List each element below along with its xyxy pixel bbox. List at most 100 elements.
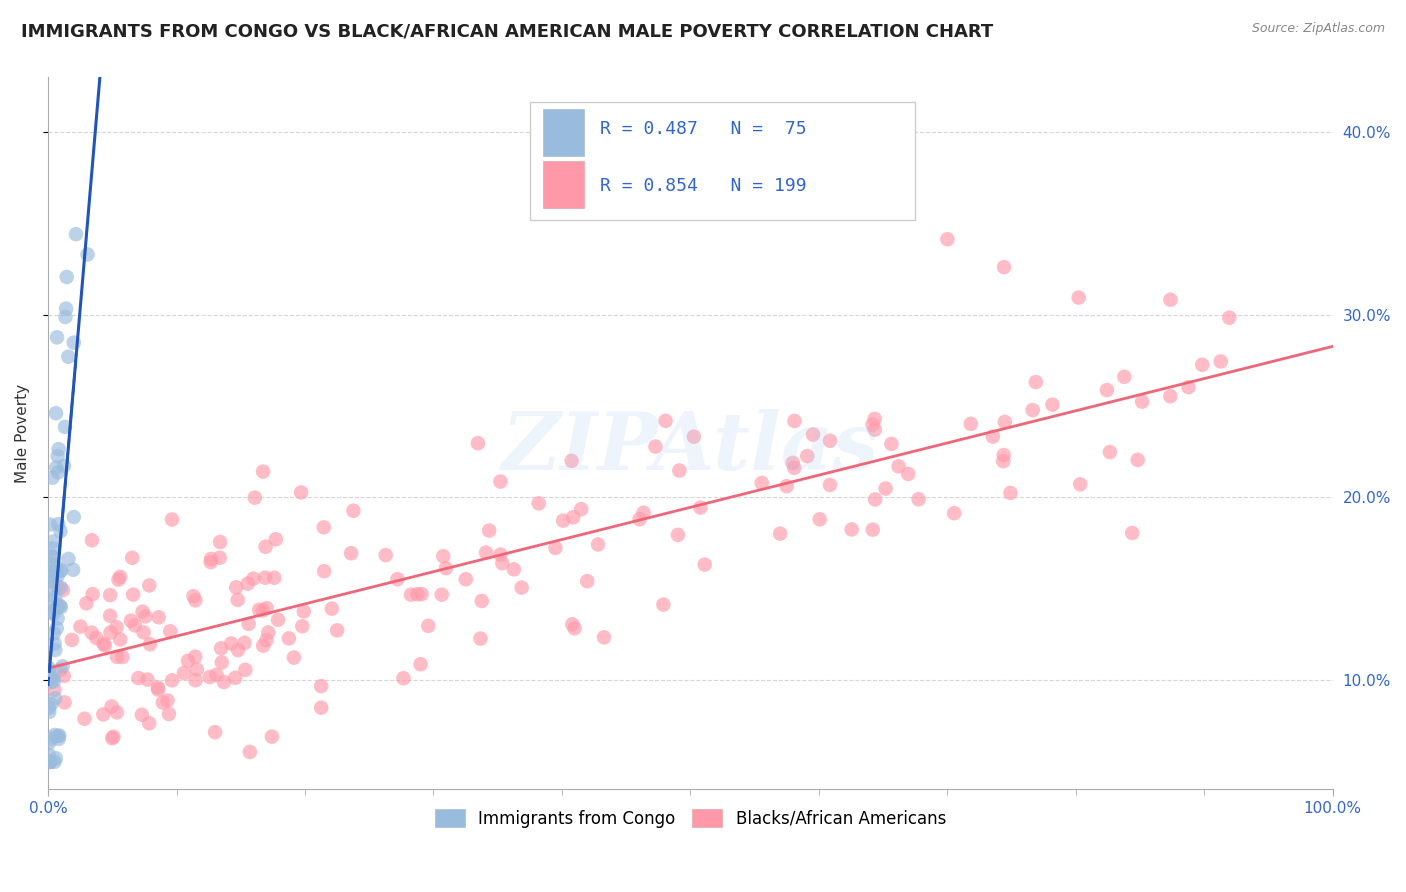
Point <box>39 755 62 769</box>
Point <box>42 607 65 621</box>
Point <box>243 491 266 505</box>
Point <box>120 614 142 628</box>
Point <box>82 587 104 601</box>
Point <box>1098 445 1121 459</box>
Point <box>586 537 609 551</box>
Bar <box>543 161 583 208</box>
Point <box>561 617 583 632</box>
Point <box>880 437 903 451</box>
Point <box>841 523 863 537</box>
Text: IMMIGRANTS FROM CONGO VS BLACK/AFRICAN AMERICAN MALE POVERTY CORRELATION CHART: IMMIGRANTS FROM CONGO VS BLACK/AFRICAN A… <box>21 22 994 40</box>
Point <box>45 406 67 420</box>
Point <box>1218 310 1240 325</box>
Point <box>238 616 260 631</box>
Point <box>907 492 929 507</box>
Point <box>42 565 65 579</box>
Point <box>204 725 226 739</box>
Point <box>105 649 128 664</box>
Point <box>48 729 70 743</box>
Point <box>138 716 160 731</box>
Point <box>644 440 666 454</box>
Point <box>42 594 65 608</box>
Point <box>994 415 1017 429</box>
Point <box>49 524 72 539</box>
Point <box>152 696 174 710</box>
Point <box>510 581 533 595</box>
Point <box>387 572 409 586</box>
Point <box>52 583 75 598</box>
Point <box>1114 369 1136 384</box>
Point <box>91 707 114 722</box>
Point <box>58 350 80 364</box>
Point <box>291 619 314 633</box>
Point <box>80 533 103 548</box>
Point <box>862 523 884 537</box>
Point <box>38 673 60 687</box>
Point <box>252 639 274 653</box>
Point <box>1067 291 1090 305</box>
Point <box>796 449 818 463</box>
Point <box>93 637 115 651</box>
Point <box>42 541 65 556</box>
Point <box>39 604 62 618</box>
Point <box>148 610 170 624</box>
Point <box>314 564 336 578</box>
Point <box>160 512 183 526</box>
Point <box>65 227 87 242</box>
Point <box>863 412 886 426</box>
Point <box>146 681 169 695</box>
Point <box>470 632 492 646</box>
Point <box>49 600 72 615</box>
Point <box>160 673 183 688</box>
Point <box>173 666 195 681</box>
Point <box>44 590 66 604</box>
Point <box>818 478 841 492</box>
Text: R = 0.487   N =  75: R = 0.487 N = 75 <box>600 120 807 138</box>
Point <box>219 636 242 650</box>
Point <box>342 504 364 518</box>
Point <box>239 745 262 759</box>
Point <box>1000 486 1022 500</box>
Point <box>260 730 283 744</box>
Point <box>1095 383 1118 397</box>
Point <box>41 574 63 589</box>
Point <box>312 520 335 534</box>
Point <box>418 619 440 633</box>
Point <box>564 621 586 635</box>
Point <box>208 550 231 565</box>
Point <box>127 671 149 685</box>
Point <box>124 618 146 632</box>
Point <box>46 330 69 344</box>
Point <box>42 549 65 564</box>
Point <box>993 454 1015 468</box>
Point <box>48 442 70 457</box>
Point <box>471 594 494 608</box>
Point <box>576 574 599 588</box>
Point <box>38 755 60 769</box>
Point <box>198 670 221 684</box>
Point <box>38 671 60 685</box>
Point <box>38 568 60 582</box>
Point <box>257 625 280 640</box>
Point <box>41 471 63 485</box>
Point <box>55 270 77 285</box>
Point <box>654 414 676 428</box>
Point <box>290 485 312 500</box>
Point <box>100 625 122 640</box>
Point <box>98 608 121 623</box>
Point <box>42 674 65 689</box>
Point <box>48 599 70 613</box>
Text: R = 0.854   N = 199: R = 0.854 N = 199 <box>600 178 807 195</box>
Point <box>136 673 159 687</box>
Point <box>48 731 70 746</box>
Point <box>783 461 806 475</box>
Point <box>184 593 207 607</box>
Point <box>45 751 67 765</box>
Point <box>224 671 246 685</box>
Point <box>309 700 332 714</box>
Point <box>42 534 65 549</box>
Point <box>1126 453 1149 467</box>
Point <box>44 691 66 706</box>
Point <box>42 626 65 640</box>
Point <box>46 517 69 532</box>
